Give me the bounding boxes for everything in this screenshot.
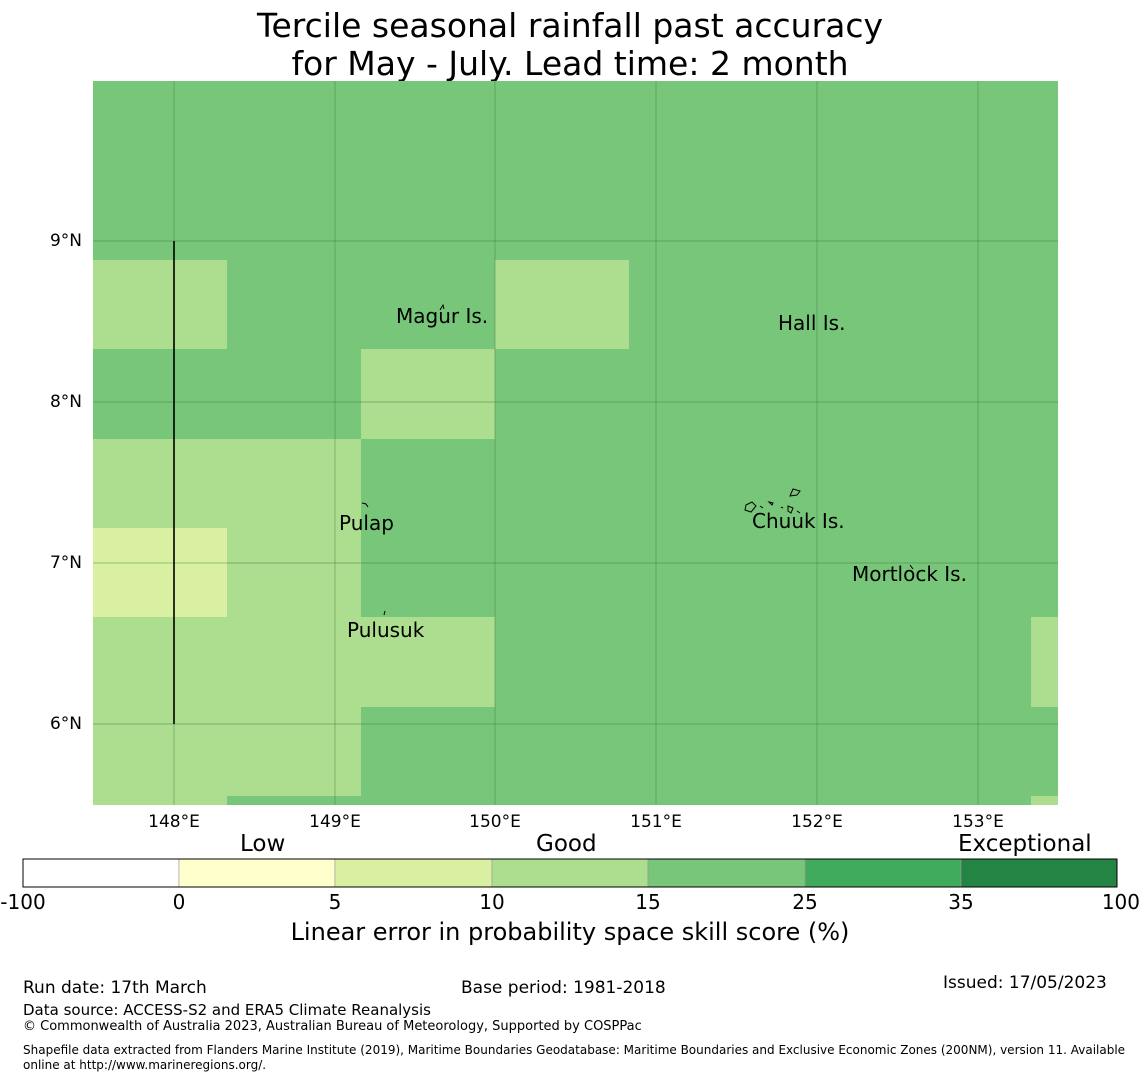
grid-cell [93, 707, 361, 796]
chuuk-island-outline-4 [787, 505, 794, 514]
skill-cell-low [93, 528, 227, 617]
lat-label-7n: 7°N [49, 553, 82, 573]
chuuk-island-outline-7 [796, 510, 801, 514]
lat-label-8n: 8°N [49, 392, 82, 412]
mortlock-island-outline [909, 564, 914, 570]
base-period: Base period: 1981-2018 [461, 978, 666, 998]
grid-cell [93, 260, 227, 349]
grid-cell [1031, 617, 1058, 707]
grid-cell [93, 439, 361, 528]
place-label-magur: Magur Is. [396, 304, 489, 328]
colorbar-tick: 10 [479, 890, 505, 914]
colorbar-tick: 100 [1101, 890, 1140, 914]
colorbar-tick: 35 [948, 890, 974, 914]
magur-island-outline [439, 303, 445, 311]
colorbar-tick: 15 [635, 890, 661, 914]
place-label-chuuk: Chuuk Is. [752, 509, 845, 533]
chuuk-island-outline-6 [759, 505, 764, 509]
colorbar-category-low: Low [240, 831, 286, 857]
colorbar-segment [804, 858, 962, 888]
lon-label-153e: 153°E [952, 812, 1004, 832]
grid-cell [495, 260, 629, 349]
colorbar-segment [647, 858, 806, 888]
shapefile-credit-line1: Shapefile data extracted from Flanders M… [23, 1043, 1126, 1057]
skill-cells-light [93, 260, 1058, 805]
colorbar-segment [960, 858, 1118, 888]
colorbar-tick: 5 [328, 890, 342, 914]
colorbar-segment [22, 858, 180, 888]
colorbar-segment [334, 858, 493, 888]
grid-cell [1031, 796, 1058, 805]
lat-label-9n: 9°N [49, 231, 82, 251]
colorbar-title: Linear error in probability space skill … [290, 918, 850, 946]
issued-date: Issued: 17/05/2023 [943, 973, 1107, 993]
lon-label-152e: 152°E [791, 812, 843, 832]
chuuk-island-outline-1 [789, 488, 801, 497]
lon-label-149e: 149°E [309, 812, 361, 832]
colorbar-tick: 25 [792, 890, 818, 914]
place-label-hall: Hall Is. [778, 311, 846, 335]
grid-cell [361, 349, 495, 439]
place-label-pulusuk: Pulusuk [347, 618, 425, 642]
copyright: © Commonwealth of Australia 2023, Austra… [23, 1019, 642, 1034]
pulap-island-outline [361, 502, 369, 508]
island-outlines [361, 303, 914, 616]
colorbar [22, 858, 1118, 888]
colorbar-tick: 0 [172, 890, 186, 914]
chuuk-island-outline-3 [767, 501, 774, 506]
shapefile-credit-line2: online at http://www.marineregions.org/. [23, 1058, 267, 1072]
colorbar-segment [491, 858, 649, 888]
lon-label-148e: 148°E [148, 812, 200, 832]
map-title-line2: for May - July. Lead time: 2 month [291, 44, 849, 83]
colorbar-category-exceptional: Exceptional [958, 831, 1092, 857]
graticule [93, 81, 1058, 805]
colorbar-category-good: Good [536, 831, 597, 857]
data-source: Data source: ACCESS-S2 and ERA5 Climate … [23, 1001, 431, 1019]
map-title-line1: Tercile seasonal rainfall past accuracy [256, 6, 884, 45]
colorbar-segment [178, 858, 336, 888]
pulusuk-island-outline [383, 610, 386, 616]
chuuk-island-outline-2 [744, 501, 757, 513]
place-label-pulap: Pulap [339, 511, 394, 535]
grid-cell [227, 528, 361, 617]
grid-cell [93, 796, 227, 805]
chuuk-island-outline-5 [780, 506, 784, 509]
grid-cell [361, 617, 495, 707]
colorbar-tick: -100 [0, 890, 46, 914]
place-label-mortlock: Mortlock Is. [852, 562, 967, 586]
colorbar-frame [22, 858, 1118, 888]
run-date: Run date: 17th March [23, 978, 207, 998]
lon-label-150e: 150°E [469, 812, 521, 832]
lon-label-151e: 151°E [630, 812, 682, 832]
grid-cell [93, 617, 361, 707]
lat-label-6n: 6°N [49, 714, 82, 734]
